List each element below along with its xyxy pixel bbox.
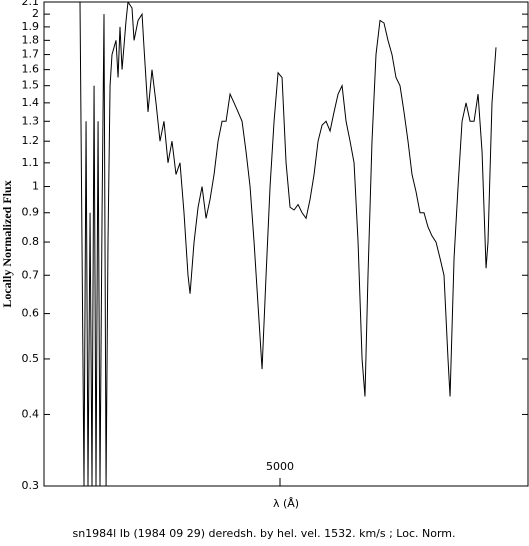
y-tick-label: 1.1	[22, 156, 40, 169]
y-tick-label: 1.8	[22, 33, 40, 46]
y-tick-label: 1.6	[22, 63, 40, 76]
y-tick-label: 1.7	[22, 48, 40, 61]
caption: sn1984l Ib (1984 09 29) deredsh. by hel.…	[72, 527, 455, 540]
y-tick-label: 2	[32, 7, 39, 20]
plot-frame	[43, 1, 529, 487]
x-tick-label: 5000	[266, 460, 294, 473]
y-tick-label: 1.2	[22, 134, 40, 147]
y-tick-label: 1.9	[22, 20, 40, 33]
y-tick-label: 2.1	[22, 0, 40, 8]
y-tick-label: 0.9	[22, 206, 40, 219]
x-axis-label: λ (Å)	[273, 497, 299, 510]
y-axis-label: Locally Normalized Flux	[0, 180, 14, 307]
y-tick-label: 1	[32, 180, 39, 193]
y-tick-label: 0.7	[22, 268, 40, 281]
y-tick-label: 1.5	[22, 79, 40, 92]
y-tick-label: 1.3	[22, 114, 40, 127]
spectrum-line	[79, 2, 497, 486]
y-tick-label: 0.6	[22, 307, 40, 320]
y-tick-label: 1.4	[22, 96, 40, 109]
y-tick-label: 0.4	[22, 407, 40, 420]
y-tick-label: 0.3	[22, 479, 40, 492]
y-tick-label: 0.8	[22, 235, 40, 248]
y-tick-label: 0.5	[22, 352, 40, 365]
